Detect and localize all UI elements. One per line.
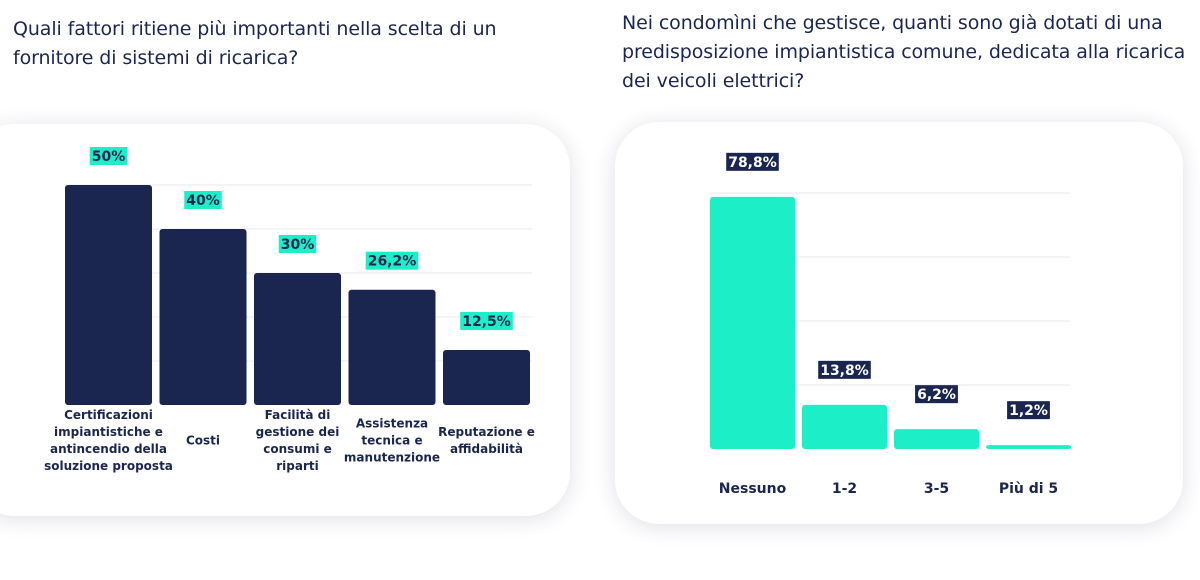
left-bar-chart: 50% Certificazioni impiantistiche e antince… <box>44 147 535 473</box>
left-chart-bar-1 <box>159 229 247 405</box>
right-panel: Nei condomìni che gestisce, quanti sono … <box>590 0 1200 580</box>
left-chart-bar-3 <box>348 289 436 405</box>
right-chart-value-label-3: 1,2% <box>1009 403 1048 419</box>
left-chart-value-label-bg-3 <box>365 251 419 270</box>
left-chart-category-label-3: Assistenza tecnica e manutenzione <box>344 416 440 464</box>
left-chart-value-label-1: 40% <box>186 193 220 209</box>
right-chart-value-label-2: 6,2% <box>917 387 956 403</box>
right-chart-value-label-1: 13,8% <box>820 363 869 379</box>
right-chart-value-label-bg-1 <box>818 360 871 379</box>
right-chart-category-label-3: Più di 5 <box>999 481 1058 497</box>
left-chart-value-label-2: 30% <box>281 237 315 253</box>
right-chart-value-label-bg-0 <box>726 152 779 171</box>
right-chart-bar-2 <box>894 429 979 449</box>
right-chart-value-label-bg-3 <box>1007 401 1050 420</box>
left-chart-value-label-bg-1 <box>184 191 222 209</box>
left-chart-bar-4 <box>443 350 530 405</box>
right-chart-category-label-0: Nessuno <box>719 481 787 497</box>
right-chart-card <box>615 122 1183 524</box>
left-panel: Quali fattori ritiene più importanti nel… <box>0 0 590 580</box>
right-chart-bar-3 <box>986 445 1071 449</box>
right-bar-chart: 78,8% Nessuno 13,8% 1-2 6,2% 3-5 1,2% Più di 5 <box>710 152 1071 497</box>
right-chart-bar-0 <box>710 196 795 449</box>
left-chart-bar-2 <box>254 273 341 405</box>
left-chart-bar-0 <box>65 185 152 405</box>
left-chart-value-label-0: 50% <box>92 149 126 165</box>
left-chart-value-label-bg-4 <box>460 312 513 330</box>
right-chart-category-label-2: 3-5 <box>924 481 949 497</box>
right-chart-category-label-1: 1-2 <box>832 481 857 497</box>
right-chart-bar-1 <box>802 404 887 449</box>
left-chart-category-label-1: Costi <box>186 433 220 447</box>
right-question: Nei condomìni che gestisce, quanti sono … <box>622 12 1186 92</box>
left-question: Quali fattori ritiene più importanti nel… <box>13 18 497 69</box>
left-chart-value-label-bg-2 <box>278 235 317 253</box>
right-chart-value-label-bg-2 <box>915 385 958 404</box>
left-chart-value-label-3: 26,2% <box>368 254 417 270</box>
left-chart-category-label-2: Facilità di gestione dei consumi e riparti <box>256 408 340 473</box>
left-chart-category-label-4: Reputazione e affidabilità <box>438 425 535 456</box>
left-chart-category-label-0: Certificazioni impiantistiche e antincendi… <box>44 408 173 473</box>
left-chart-value-label-bg-0 <box>89 147 128 165</box>
right-chart-value-label-0: 78,8% <box>728 155 777 171</box>
left-chart-value-label-4: 12,5% <box>462 314 511 330</box>
